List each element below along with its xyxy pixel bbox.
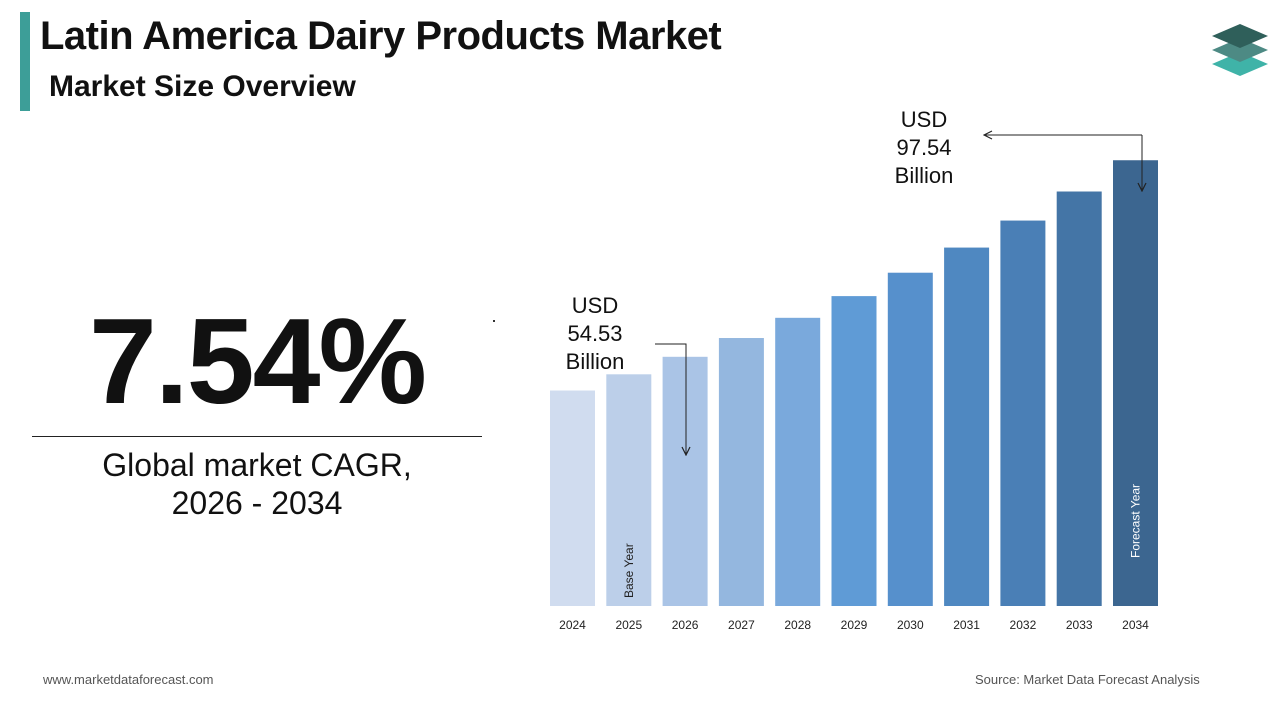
bar-2027: [718, 338, 764, 606]
footer-source: Source: Market Data Forecast Analysis: [975, 672, 1200, 687]
logo-layer-top: [1212, 24, 1268, 48]
decorative-dot: [493, 320, 495, 322]
bar-2024: [550, 390, 595, 606]
x-tick-label-2030: 2030: [897, 618, 924, 632]
bar-annotation-2025: Base Year: [622, 543, 636, 598]
cagr-label-line1: Global market CAGR,: [102, 447, 412, 483]
bar-2026: [662, 356, 708, 606]
callout-end-unit: Billion: [894, 163, 954, 188]
bar-2025: [606, 374, 652, 606]
callout-start-amount: 54.53: [567, 321, 623, 346]
logo-layer-bottom: [1212, 52, 1268, 76]
cagr-label-line2: 2026 - 2034: [171, 485, 343, 521]
x-tick-label-2027: 2027: [728, 618, 755, 632]
x-tick-label-2031: 2031: [953, 618, 980, 632]
x-tick-label-2028: 2028: [784, 618, 811, 632]
callout-start-value: USD 54.53 Billion: [545, 292, 645, 376]
x-tick-label-2024: 2024: [559, 618, 586, 632]
title-accent-bar: [20, 12, 30, 111]
x-tick-label-2034: 2034: [1122, 618, 1149, 632]
cagr-divider: [32, 436, 482, 437]
bar-2029: [831, 296, 877, 606]
callout-start-currency: USD: [571, 293, 619, 318]
x-tick-label-2025: 2025: [615, 618, 642, 632]
logo-layer-middle: [1212, 38, 1268, 62]
x-tick-label-2026: 2026: [672, 618, 699, 632]
bars-group: [550, 160, 1158, 607]
footer-website: www.marketdataforecast.com: [43, 672, 214, 687]
bar-annotation-2034: Forecast Year: [1129, 484, 1143, 558]
bar-2030: [887, 272, 933, 606]
bar-2033: [1056, 191, 1102, 606]
x-tick-label-2029: 2029: [841, 618, 868, 632]
x-axis-labels: 2024 2025 2026 2027 2028 2029 2030 2031 2032 2033…: [559, 618, 1149, 632]
bar-2032: [1000, 220, 1046, 606]
stacked-layers-icon: [1212, 24, 1268, 76]
page-title: Latin America Dairy Products Market: [40, 14, 722, 58]
bar-2031: [944, 247, 990, 607]
callout-end-value: USD 97.54 Billion: [874, 106, 974, 190]
x-tick-label-2032: 2032: [1010, 618, 1037, 632]
bar-2034: [1113, 160, 1158, 607]
callout-start-unit: Billion: [565, 349, 625, 374]
cagr-value: 7.54%: [89, 293, 427, 429]
x-tick-label-2033: 2033: [1066, 618, 1093, 632]
arrow-start-value: [655, 343, 686, 455]
bar-annotations: Base Year Forecast Year: [622, 484, 1143, 598]
page-subtitle: Market Size Overview: [49, 70, 356, 103]
callout-end-amount: 97.54: [896, 135, 952, 160]
callout-end-currency: USD: [900, 107, 948, 132]
cagr-label: Global market CAGR, 2026 - 2034: [32, 446, 482, 522]
bar-2028: [775, 317, 821, 606]
